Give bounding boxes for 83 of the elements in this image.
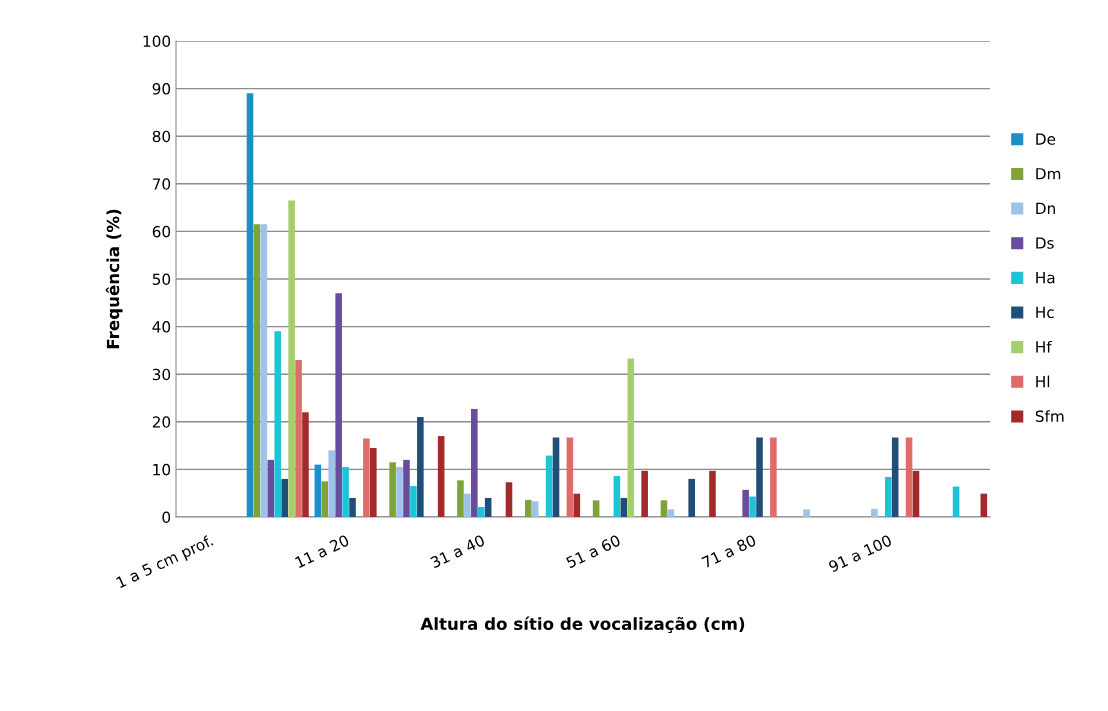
x-tick-label: 11 a 20 xyxy=(294,534,350,569)
bar xyxy=(253,224,261,517)
bar xyxy=(281,478,288,517)
y-tick-label: 90 xyxy=(152,83,171,95)
bar xyxy=(912,470,920,517)
legend-label: Ha xyxy=(1036,272,1055,284)
legend-label: Dn xyxy=(1036,202,1055,214)
bar xyxy=(505,482,513,517)
bar xyxy=(396,467,403,517)
legend-label: Dm xyxy=(1036,168,1061,180)
bar xyxy=(260,224,268,517)
bar xyxy=(363,438,370,517)
bar xyxy=(980,493,988,517)
bar xyxy=(349,497,356,517)
y-tick-label: 30 xyxy=(152,368,171,381)
bar xyxy=(905,437,913,517)
bar xyxy=(335,293,342,517)
y-tick-label: 60 xyxy=(152,225,171,238)
bar xyxy=(709,470,716,517)
legend-label: Ds xyxy=(1036,237,1054,249)
bar xyxy=(756,437,763,517)
bar xyxy=(531,501,539,517)
bar xyxy=(803,509,810,517)
bar xyxy=(389,462,396,517)
bar xyxy=(641,470,648,517)
legend-label: Sfm xyxy=(1035,410,1064,423)
bar xyxy=(288,200,295,517)
bar xyxy=(328,450,336,517)
y-tick-label: 20 xyxy=(152,416,171,428)
x-tick-label: 91 a 100 xyxy=(827,534,893,573)
bar xyxy=(688,478,695,517)
bar xyxy=(613,476,621,517)
bar xyxy=(477,507,485,517)
bar xyxy=(891,437,899,517)
legend-label: De xyxy=(1036,133,1056,145)
bar xyxy=(484,497,492,517)
bar xyxy=(566,437,574,517)
bar xyxy=(295,359,302,517)
bar xyxy=(545,455,553,517)
bar xyxy=(573,493,581,517)
x-tick-label: 51 a 60 xyxy=(565,534,621,569)
bar xyxy=(246,93,254,517)
bar xyxy=(314,464,322,517)
bar xyxy=(321,481,329,517)
bar xyxy=(471,408,478,517)
legend-label: Hc xyxy=(1036,306,1054,319)
x-tick-label: 31 a 40 xyxy=(429,534,486,569)
y-tick-label: 50 xyxy=(152,273,171,286)
y-axis-title: Frequência (%) xyxy=(105,209,123,349)
legend-label: Hf xyxy=(1036,340,1052,353)
bar xyxy=(457,480,464,517)
bar xyxy=(437,436,445,517)
bar xyxy=(410,486,417,517)
bar xyxy=(274,331,282,517)
bar xyxy=(884,477,892,517)
bar xyxy=(417,417,424,517)
bar xyxy=(524,499,532,517)
bar xyxy=(742,489,749,517)
bar xyxy=(770,437,777,517)
x-tick-label: 71 a 80 xyxy=(701,534,757,569)
y-tick-label: 100 xyxy=(143,35,171,48)
bar xyxy=(552,437,560,517)
bar xyxy=(749,496,756,517)
bar xyxy=(342,467,349,517)
bar xyxy=(952,486,960,517)
y-tick-label: 40 xyxy=(152,321,171,333)
y-tick-label: 80 xyxy=(152,130,171,143)
legend-label: Hl xyxy=(1036,375,1050,388)
bar xyxy=(464,493,471,517)
y-tick-label: 10 xyxy=(153,463,171,476)
bar xyxy=(267,459,275,517)
bar xyxy=(871,508,878,517)
bar xyxy=(627,358,635,517)
bar xyxy=(370,447,377,517)
bar xyxy=(620,497,628,517)
y-tick-label: 0 xyxy=(162,511,171,524)
bar xyxy=(667,509,675,517)
bar xyxy=(403,459,410,517)
y-tick-label: 70 xyxy=(152,178,171,190)
x-axis-title: Altura do sítio de vocalização (cm) xyxy=(420,616,745,634)
bar xyxy=(302,412,309,517)
bar xyxy=(660,500,668,517)
bar xyxy=(592,500,600,517)
